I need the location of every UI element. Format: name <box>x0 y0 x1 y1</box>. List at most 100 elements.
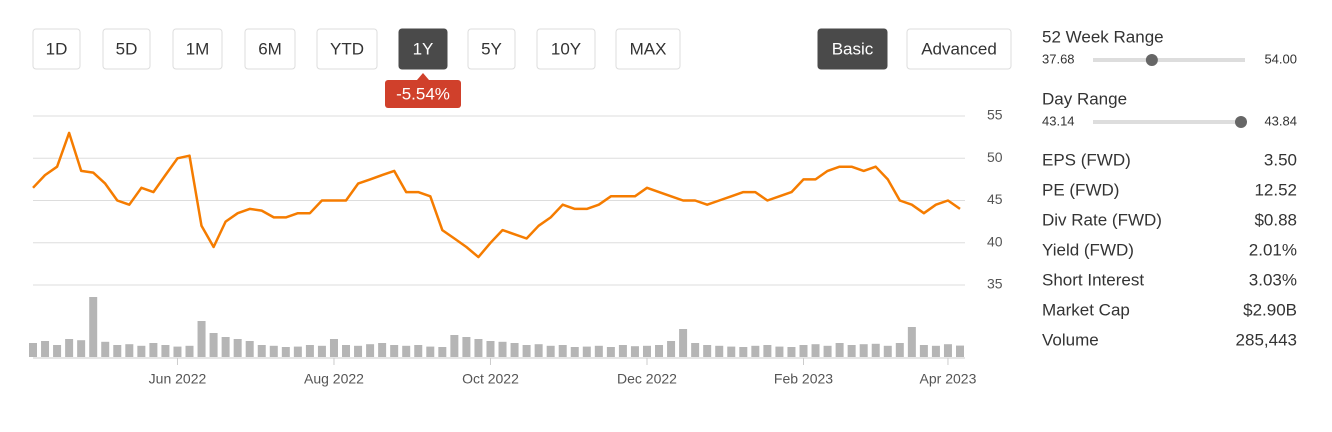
period-label[interactable]: MAX <box>630 39 667 58</box>
period-button[interactable] <box>32 28 81 70</box>
price-line <box>32 131 961 259</box>
volume-bar <box>354 345 363 357</box>
volume-bar <box>570 347 579 357</box>
volume-bar <box>546 345 555 357</box>
period-label[interactable]: 1D <box>46 39 68 58</box>
stat-value: $0.88 <box>1254 210 1297 229</box>
volume-bar <box>402 345 411 357</box>
period-label[interactable]: 5D <box>116 39 138 58</box>
volume-bar <box>245 341 254 357</box>
volume-bar <box>89 297 98 357</box>
day-dot <box>1235 116 1247 128</box>
x-tick-label: Oct 2022 <box>462 371 519 387</box>
stat-label: EPS (FWD) <box>1042 150 1131 169</box>
volume-bar <box>799 345 808 357</box>
stat-label: Div Rate (FWD) <box>1042 210 1162 229</box>
period-button[interactable] <box>398 28 448 70</box>
volume-bar <box>943 344 952 357</box>
volume-bar <box>931 345 940 357</box>
volume-bar <box>655 345 664 357</box>
volume-bar <box>209 333 218 357</box>
period-button[interactable] <box>536 28 596 70</box>
volume-bar <box>113 345 122 357</box>
volume-bar <box>835 343 844 357</box>
volume-bar <box>895 343 904 357</box>
stat-label: Market Cap <box>1042 300 1130 319</box>
period-button[interactable] <box>244 28 296 70</box>
stat-value: 285,443 <box>1236 330 1297 349</box>
volume-bar <box>474 339 483 357</box>
y-tick-label: 40 <box>987 233 1003 249</box>
y-tick-label: 50 <box>987 149 1003 165</box>
volume-bar <box>691 343 700 357</box>
mode-button[interactable] <box>817 28 888 70</box>
volume-bar <box>859 344 868 357</box>
stat-label: Yield (FWD) <box>1042 240 1134 259</box>
y-tick-label: 45 <box>987 191 1003 207</box>
volume-bar <box>727 346 736 357</box>
volume-bar <box>101 341 110 357</box>
volume-bar <box>703 345 712 357</box>
volume-bar <box>65 339 74 357</box>
volume-bar <box>642 345 651 357</box>
volume-bar <box>366 344 375 357</box>
volume-bar <box>883 345 892 357</box>
volume-bar <box>149 343 158 357</box>
volume-bar <box>41 341 50 357</box>
period-label[interactable]: 10Y <box>551 39 581 58</box>
stat-value: 2.01% <box>1249 240 1297 259</box>
range-low: 37.68 <box>1042 51 1075 66</box>
period-label[interactable]: YTD <box>330 39 364 58</box>
period-button[interactable] <box>615 28 681 70</box>
volume-bar <box>787 347 796 357</box>
period-label[interactable]: 1Y <box>413 39 434 58</box>
volume-bar <box>414 345 423 357</box>
volume-bar <box>221 337 230 357</box>
volume-bar <box>907 327 916 357</box>
change-badge-arrow <box>417 73 429 80</box>
volume-bar <box>426 346 435 357</box>
stat-label: Volume <box>1042 330 1099 349</box>
change-badge <box>385 80 461 108</box>
volume-bar <box>667 341 676 357</box>
period-button[interactable] <box>316 28 378 70</box>
volume-bar <box>751 345 760 357</box>
y-tick-label: 55 <box>987 107 1003 123</box>
volume-bar <box>558 345 567 357</box>
period-label[interactable]: 6M <box>258 39 282 58</box>
volume-bar <box>630 346 639 357</box>
volume-bar <box>125 344 134 357</box>
volume-bar <box>438 347 447 357</box>
stat-value: 3.50 <box>1264 150 1297 169</box>
volume-bar <box>378 343 387 357</box>
volume-bar <box>618 345 627 357</box>
volume-bar <box>823 345 832 357</box>
stat-value: 12.52 <box>1254 180 1297 199</box>
period-label[interactable]: 1M <box>186 39 210 58</box>
period-button[interactable] <box>102 28 151 70</box>
volume-bar <box>197 321 206 357</box>
volume-bar <box>161 345 170 357</box>
mode-button[interactable] <box>906 28 1012 70</box>
volume-bar <box>342 345 351 357</box>
day-label: Day Range <box>1042 89 1127 108</box>
period-button[interactable] <box>172 28 223 70</box>
volume-bar <box>606 347 615 357</box>
volume-bar <box>510 343 519 357</box>
period-label[interactable]: 5Y <box>481 39 502 58</box>
volume-bar <box>173 346 182 357</box>
stat-value: 3.03% <box>1249 270 1297 289</box>
volume-bar <box>715 345 724 357</box>
volume-bar <box>847 345 856 357</box>
volume-bar <box>498 341 507 357</box>
stat-value: $2.90B <box>1243 300 1297 319</box>
period-button[interactable] <box>467 28 516 70</box>
mode-label[interactable]: Basic <box>832 39 874 58</box>
volume-bar <box>594 345 603 357</box>
volume-bar <box>522 345 531 357</box>
volume-bar <box>739 347 748 357</box>
volume-bar <box>269 345 278 357</box>
volume-bar <box>185 345 194 357</box>
volume-bar <box>305 345 314 357</box>
mode-label[interactable]: Advanced <box>921 39 997 58</box>
